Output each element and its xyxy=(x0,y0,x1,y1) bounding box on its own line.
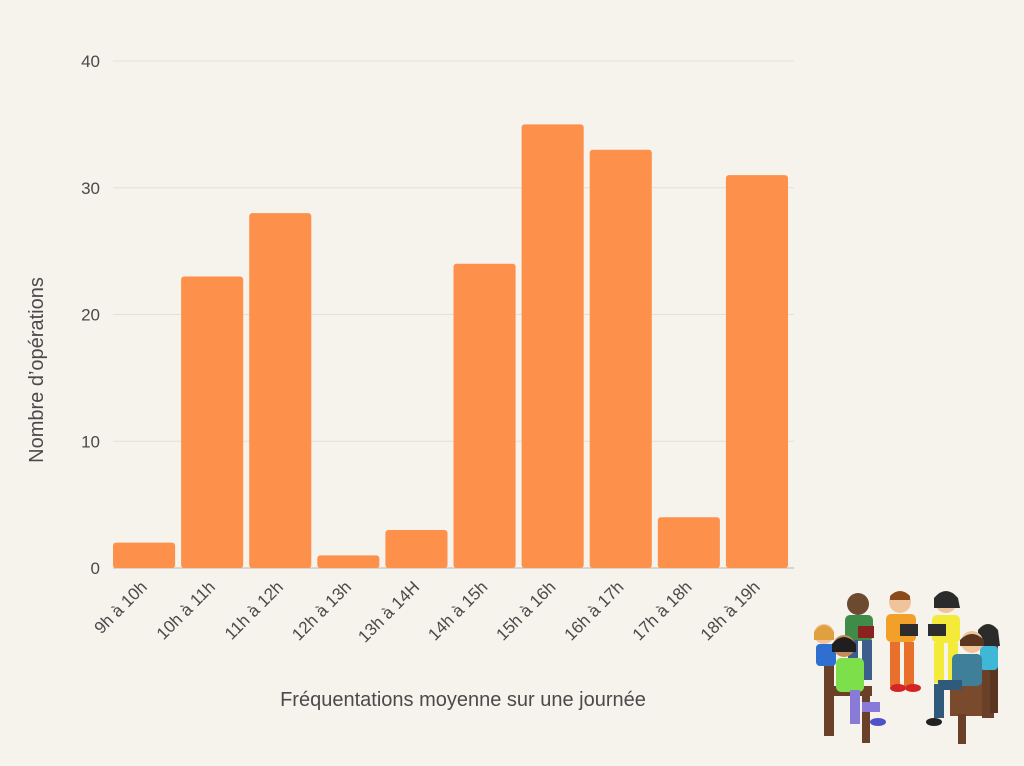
people-circle-reading-illustration xyxy=(814,591,1000,744)
y-tick-label: 10 xyxy=(81,432,100,451)
bar xyxy=(317,555,380,568)
bars xyxy=(113,124,788,568)
bar xyxy=(181,276,244,568)
bar xyxy=(657,517,720,568)
x-tick-label: 16h à 17h xyxy=(561,577,628,644)
x-tick-label: 13h à 14H xyxy=(354,577,423,646)
x-tick-label: 9h à 10h xyxy=(91,577,151,637)
bar xyxy=(385,529,448,568)
bar xyxy=(521,124,584,568)
bar xyxy=(725,175,788,568)
x-tick-label: 15h à 16h xyxy=(493,577,560,644)
bar xyxy=(453,263,516,568)
y-tick-label: 20 xyxy=(81,306,100,325)
y-axis-ticks: 0 10 20 30 40 xyxy=(81,52,100,578)
x-axis-ticks: 9h à 10h 10h à 11h 11h à 12h 12h à 13h 13h à… xyxy=(91,577,764,646)
x-tick-label: 14h à 15h xyxy=(424,577,491,644)
y-tick-label: 0 xyxy=(91,559,100,578)
x-tick-label: 11h à 12h xyxy=(221,577,287,643)
bar xyxy=(249,213,312,568)
y-tick-label: 40 xyxy=(81,52,100,71)
x-tick-label: 10h à 11h xyxy=(153,577,219,643)
bar xyxy=(589,149,652,568)
x-axis-title: Fréquentations moyenne sur une journée xyxy=(280,689,646,711)
y-axis-title: Nombre d’opérations xyxy=(26,277,48,463)
y-tick-label: 30 xyxy=(81,179,100,198)
x-tick-label: 12h à 13h xyxy=(288,577,355,644)
x-tick-label: 18h à 19h xyxy=(697,577,764,644)
x-tick-label: 17h à 18h xyxy=(629,577,696,644)
bar xyxy=(113,542,176,568)
